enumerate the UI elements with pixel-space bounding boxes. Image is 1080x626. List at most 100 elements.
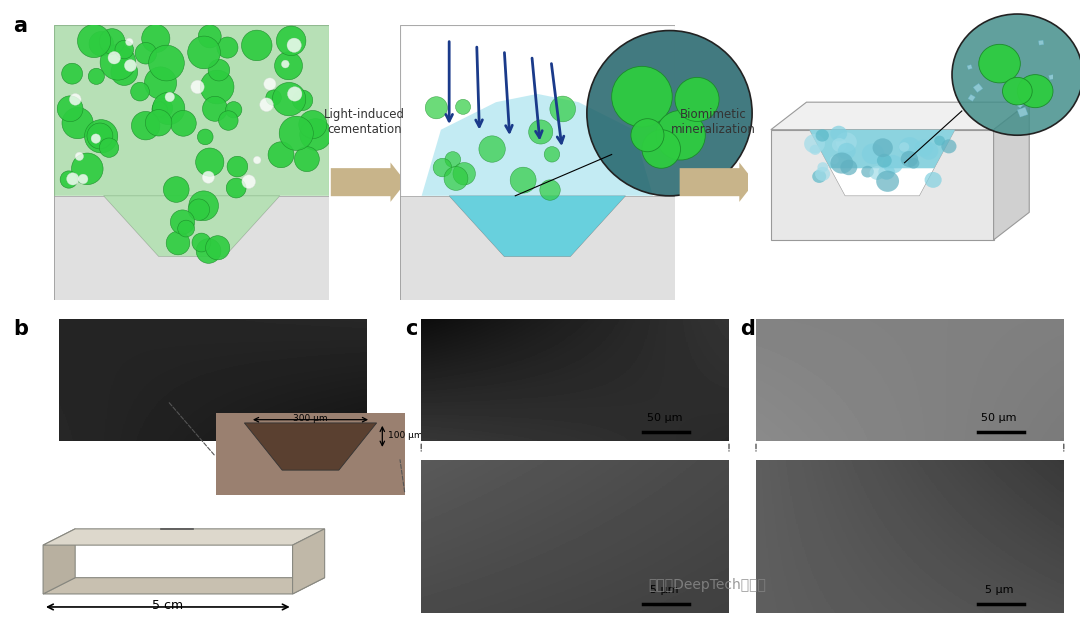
Circle shape — [227, 178, 246, 198]
Circle shape — [282, 60, 289, 68]
Polygon shape — [104, 196, 280, 257]
Polygon shape — [54, 196, 329, 300]
Circle shape — [805, 134, 825, 153]
Circle shape — [132, 111, 160, 140]
Circle shape — [831, 153, 853, 173]
Circle shape — [60, 171, 78, 188]
Polygon shape — [54, 25, 329, 257]
Circle shape — [89, 31, 113, 56]
Circle shape — [87, 123, 113, 149]
Circle shape — [878, 165, 895, 180]
Circle shape — [57, 96, 83, 121]
Circle shape — [188, 199, 210, 220]
Circle shape — [274, 52, 302, 80]
Circle shape — [100, 44, 136, 80]
Circle shape — [145, 67, 176, 99]
Circle shape — [242, 175, 256, 188]
Circle shape — [528, 120, 553, 144]
Circle shape — [171, 110, 197, 136]
Circle shape — [227, 156, 247, 177]
Circle shape — [675, 78, 719, 121]
Circle shape — [99, 29, 125, 54]
Bar — [1049, 74, 1054, 80]
Text: 50 μm: 50 μm — [647, 413, 683, 423]
Circle shape — [899, 137, 920, 157]
Circle shape — [631, 119, 664, 151]
Circle shape — [815, 167, 831, 181]
Circle shape — [217, 37, 238, 58]
Circle shape — [152, 92, 185, 125]
Circle shape — [300, 119, 332, 150]
Circle shape — [135, 43, 157, 64]
Circle shape — [198, 129, 213, 145]
Circle shape — [166, 231, 190, 255]
Circle shape — [260, 98, 273, 111]
Circle shape — [877, 154, 892, 168]
Circle shape — [934, 136, 945, 146]
Circle shape — [832, 138, 847, 152]
Circle shape — [882, 155, 903, 173]
Circle shape — [152, 101, 167, 117]
Polygon shape — [586, 31, 752, 196]
FancyBboxPatch shape — [400, 25, 675, 300]
Circle shape — [79, 174, 87, 184]
Polygon shape — [421, 94, 653, 196]
Circle shape — [62, 63, 82, 84]
Circle shape — [272, 83, 306, 116]
Circle shape — [445, 151, 461, 167]
Circle shape — [192, 233, 211, 252]
Circle shape — [242, 30, 272, 61]
Text: 50 μm: 50 μm — [285, 413, 321, 423]
Circle shape — [293, 90, 313, 111]
Polygon shape — [449, 196, 625, 257]
Circle shape — [91, 134, 100, 143]
Circle shape — [840, 160, 858, 175]
Circle shape — [544, 146, 559, 162]
Circle shape — [978, 44, 1021, 83]
Circle shape — [62, 108, 93, 139]
FancyBboxPatch shape — [54, 25, 329, 300]
Circle shape — [188, 36, 220, 69]
Circle shape — [146, 110, 172, 136]
Circle shape — [287, 87, 302, 101]
Circle shape — [218, 111, 238, 130]
Polygon shape — [771, 130, 994, 240]
Circle shape — [815, 129, 829, 141]
Text: b: b — [13, 319, 28, 339]
Circle shape — [873, 138, 893, 157]
Circle shape — [540, 180, 561, 200]
Circle shape — [78, 24, 110, 58]
Circle shape — [199, 25, 221, 48]
Circle shape — [862, 143, 885, 164]
Circle shape — [510, 167, 536, 193]
Circle shape — [280, 116, 313, 150]
Bar — [967, 64, 972, 69]
Circle shape — [818, 162, 828, 172]
Bar — [1017, 103, 1023, 108]
Circle shape — [202, 171, 215, 183]
Circle shape — [838, 143, 855, 160]
Circle shape — [69, 93, 81, 105]
Circle shape — [276, 26, 306, 56]
Circle shape — [264, 78, 275, 90]
Circle shape — [178, 220, 194, 237]
Circle shape — [444, 167, 468, 190]
Circle shape — [124, 59, 136, 71]
Circle shape — [1017, 74, 1053, 108]
Polygon shape — [810, 130, 955, 196]
Circle shape — [295, 146, 320, 172]
Circle shape — [915, 140, 933, 156]
Circle shape — [171, 210, 194, 234]
Circle shape — [287, 38, 301, 53]
Circle shape — [611, 66, 672, 127]
Text: d: d — [740, 319, 755, 339]
Circle shape — [191, 80, 204, 94]
Circle shape — [829, 156, 839, 164]
Circle shape — [642, 130, 680, 168]
FancyArrow shape — [679, 163, 755, 202]
Circle shape — [89, 68, 105, 85]
Circle shape — [195, 148, 224, 177]
Circle shape — [268, 142, 294, 168]
Bar — [1039, 40, 1043, 45]
Circle shape — [226, 101, 242, 118]
